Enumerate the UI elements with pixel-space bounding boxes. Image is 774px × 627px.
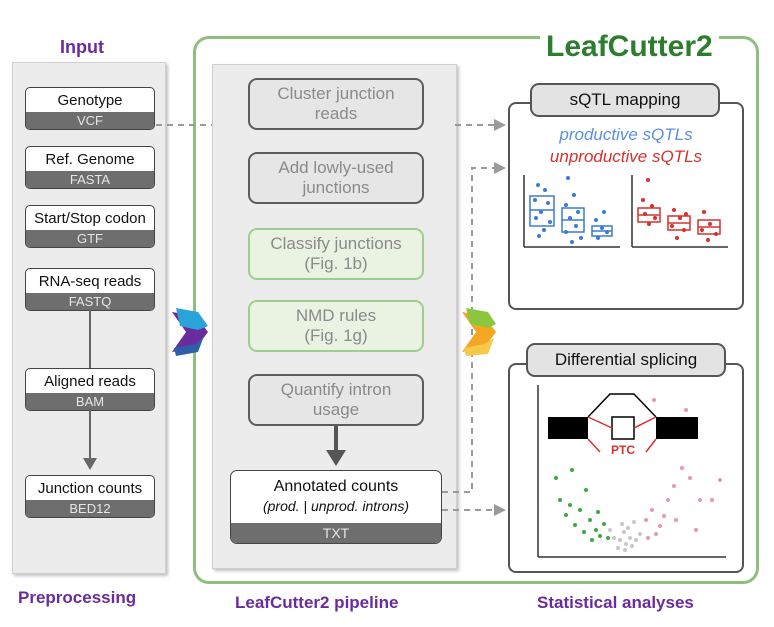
leafcutter2-title: LeafCutter2 (540, 30, 719, 64)
sqtl-unproductive-panel (631, 175, 728, 248)
pipeline-arrowhead (326, 450, 346, 466)
input-start-stop-codon: Start/Stop codon GTF (25, 205, 155, 248)
sqtl-title: sQTL mapping (530, 83, 720, 117)
step-label: Quantify intron usage (280, 380, 392, 419)
unproductive-sqtls-label: unproductive sQTLs (549, 147, 703, 166)
differential-splicing-box (508, 363, 744, 573)
input-aligned-reads: Aligned reads BAM (25, 368, 155, 411)
input-junction-counts: Junction counts BED12 (25, 475, 155, 518)
input-format: BED12 (26, 500, 154, 517)
chevron-arrow-right (462, 308, 496, 356)
step-label: NMD rules (Fig. 1g) (295, 306, 377, 345)
dashed-arrow (442, 167, 495, 493)
step-nmd-rules: NMD rules (Fig. 1g) (248, 300, 424, 352)
footer-statistical: Statistical analyses (537, 593, 694, 612)
differential-splicing-title: Differential splicing (526, 343, 726, 377)
input-label: Start/Stop codon (34, 209, 146, 227)
dashed-arrowhead (494, 162, 506, 174)
chevron-arrow-left (172, 308, 208, 356)
volcano-plot (537, 385, 726, 558)
annotated-counts-sublabel: (prod. | unprod. introns) (262, 498, 410, 514)
input-label: Junction counts (37, 479, 143, 497)
input-label: RNA-seq reads (38, 272, 142, 290)
input-label: Genotype (57, 91, 123, 109)
dashed-arrowhead (494, 119, 506, 131)
step-cluster-junction-reads: Cluster junction reads (248, 78, 424, 130)
input-genotype: Genotype VCF (25, 87, 155, 130)
step-classify-junctions: Classify junctions (Fig. 1b) (248, 228, 424, 280)
step-add-lowly-used-junctions: Add lowly-used junctions (248, 152, 424, 204)
step-quantify-intron-usage: Quantify intron usage (248, 374, 424, 426)
input-label: Aligned reads (44, 372, 136, 390)
sqtl-productive-panel (523, 175, 620, 248)
footer-preprocessing: Preprocessing (18, 588, 137, 607)
annotated-counts-format: TXT (231, 523, 441, 543)
input-format: GTF (26, 230, 154, 247)
step-label: Cluster junction reads (277, 84, 395, 123)
annotated-counts-label: Annotated counts (273, 478, 399, 495)
ptc-label: PTC (611, 443, 635, 457)
input-ref-genome: Ref. Genome FASTA (25, 146, 155, 189)
input-format: FASTQ (26, 293, 154, 310)
footer-pipeline: LeafCutter2 pipeline (235, 593, 399, 612)
input-label: Ref. Genome (45, 150, 135, 168)
dashed-arrowhead (494, 504, 506, 516)
gene-structure-diagram (548, 393, 698, 453)
input-format: VCF (26, 112, 154, 129)
input-format: FASTA (26, 171, 154, 188)
step-label: Classify junctions (Fig. 1b) (270, 234, 402, 273)
step-label: Add lowly-used junctions (278, 158, 394, 197)
leafcutter2-frame (193, 36, 759, 584)
annotated-counts-box: Annotated counts (prod. | unprod. intron… (230, 470, 442, 544)
input-title: Input (60, 37, 104, 57)
down-arrowhead (83, 458, 97, 470)
input-format: BAM (26, 393, 154, 410)
productive-sqtls-label: productive sQTLs (559, 125, 693, 144)
